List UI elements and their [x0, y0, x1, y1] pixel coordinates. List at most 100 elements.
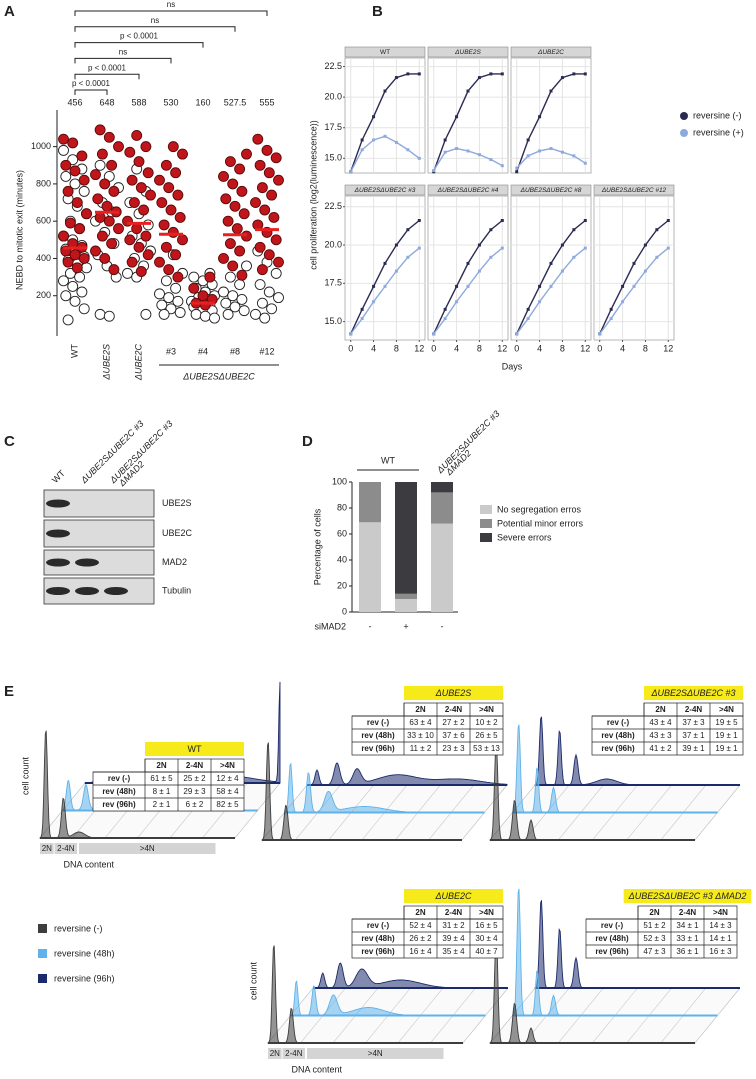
- data-point: [76, 286, 88, 298]
- data-point: [60, 290, 72, 302]
- data-point: [124, 234, 136, 246]
- table-cell: 19 ± 1: [715, 731, 738, 740]
- data-point: [76, 150, 88, 162]
- data-point: [78, 303, 90, 315]
- legend-swatch: [680, 112, 688, 120]
- data-point: [94, 159, 106, 171]
- data-point: [174, 212, 186, 223]
- y-axis-label: Percentage of cells: [312, 508, 322, 585]
- data-point: [103, 131, 115, 143]
- table-cell: 33 ± 1: [676, 934, 699, 943]
- table-cell: 34 ± 1: [676, 921, 699, 930]
- data-point: [254, 279, 266, 290]
- significance-bracket: [74, 26, 236, 32]
- y-tick-label: 100: [332, 476, 347, 486]
- data-point: [515, 332, 519, 336]
- legend-swatch: [38, 974, 47, 983]
- row-header: rev (48h): [361, 934, 395, 943]
- x-tick-label: ΔUBE2C: [133, 344, 143, 382]
- y-tick-label: 15.0: [324, 316, 342, 326]
- table-title-bar: [145, 742, 244, 756]
- data-point: [273, 256, 284, 268]
- facet-title: ΔUBE2SΔUBE2C #3: [354, 187, 416, 194]
- data-point: [500, 219, 504, 223]
- data-point: [238, 208, 250, 220]
- data-point: [270, 234, 282, 246]
- data-point: [122, 267, 133, 279]
- data-point: [477, 76, 481, 80]
- data-point: [126, 174, 138, 186]
- protein-label: UBE2C: [162, 528, 193, 538]
- table-cell: 40 ± 7: [475, 947, 498, 956]
- data-point: [62, 185, 74, 197]
- blot-band: [46, 529, 70, 538]
- data-point: [394, 140, 398, 144]
- bar-segment: [395, 593, 417, 599]
- data-point: [549, 261, 553, 265]
- row-header: rev (-): [367, 718, 390, 727]
- data-point: [394, 243, 398, 247]
- data-point: [103, 215, 115, 227]
- data-point: [549, 284, 553, 288]
- protein-label: UBE2S: [162, 498, 192, 508]
- data-point: [417, 72, 421, 76]
- data-point: [443, 150, 447, 154]
- data-point: [81, 208, 92, 220]
- data-point: [538, 300, 542, 304]
- x-tick-label: 4: [454, 343, 459, 353]
- table-title-bar: [404, 889, 503, 903]
- data-point: [133, 156, 145, 167]
- data-point: [666, 219, 670, 223]
- blot-band: [75, 558, 99, 567]
- y-tick-label: 22.5: [324, 201, 342, 211]
- x-tick-label: 4: [371, 343, 376, 353]
- data-point: [455, 300, 459, 304]
- data-point: [406, 148, 410, 152]
- data-point: [156, 197, 168, 208]
- data-point: [643, 243, 647, 247]
- row-header: rev (96h): [601, 744, 635, 753]
- data-point: [583, 219, 587, 223]
- y-axis-label: NEBD to mitotic exit (minutes): [14, 170, 24, 290]
- gate-label: >4N: [368, 1049, 383, 1058]
- data-point: [489, 228, 493, 232]
- x-tick-label: 12: [663, 343, 673, 353]
- data-point: [268, 212, 280, 223]
- data-point: [142, 249, 154, 261]
- median-label: 530: [163, 97, 178, 107]
- table-cell: 29 ± 3: [183, 787, 206, 796]
- data-point: [360, 307, 364, 311]
- legend-label: Severe errors: [497, 532, 552, 542]
- data-point: [417, 156, 421, 160]
- median-label: 160: [195, 97, 210, 107]
- data-point: [273, 174, 284, 186]
- table-cell: 39 ± 1: [682, 744, 705, 753]
- data-point: [383, 284, 387, 288]
- data-point: [394, 269, 398, 273]
- data-point: [60, 171, 72, 182]
- significance-label: p < 0.0001: [88, 63, 127, 72]
- table-cell: 27 ± 2: [442, 718, 465, 727]
- data-point: [515, 166, 519, 170]
- data-point: [67, 280, 79, 292]
- data-point: [220, 297, 232, 309]
- data-point: [572, 72, 576, 76]
- data-point: [165, 204, 177, 216]
- row-header: rev (-): [601, 921, 624, 930]
- data-point: [199, 299, 211, 311]
- y-tick-label: 20: [337, 580, 347, 590]
- row-header: rev (96h): [102, 800, 136, 809]
- bar-segment: [359, 522, 381, 612]
- x-tick-label: -: [369, 621, 372, 631]
- column-header: 2-4N: [186, 761, 204, 770]
- data-point: [360, 138, 364, 142]
- data-point: [406, 255, 410, 259]
- gate-box: [40, 843, 54, 854]
- table-cell: 10 ± 2: [475, 718, 498, 727]
- table-cell: 35 ± 4: [442, 947, 465, 956]
- data-point: [466, 284, 470, 288]
- data-point: [360, 317, 364, 321]
- facet-strip: [510, 184, 592, 196]
- y-tick-label: 1000: [31, 141, 51, 151]
- significance-bracket: [74, 57, 172, 64]
